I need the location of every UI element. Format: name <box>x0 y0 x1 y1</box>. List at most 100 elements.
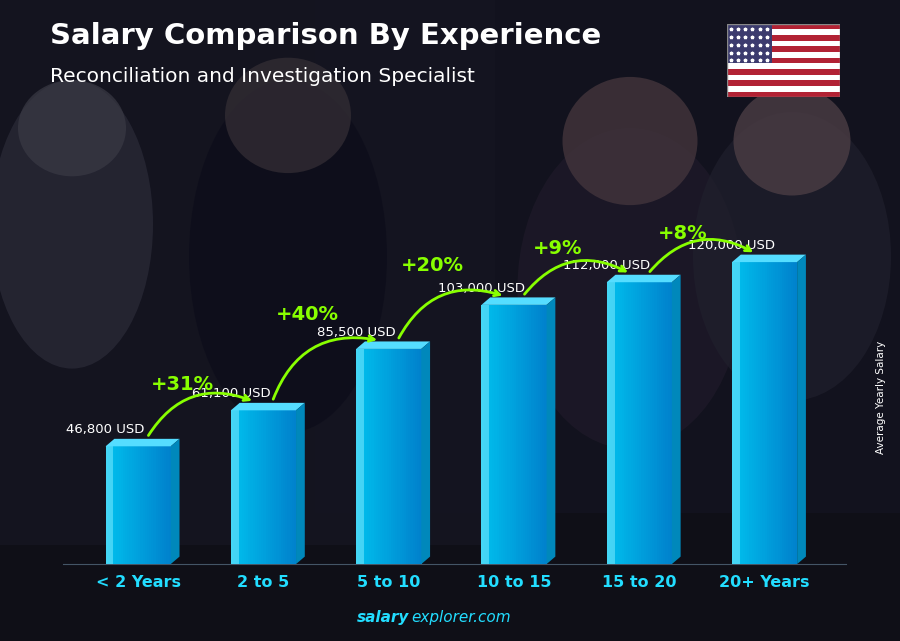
Bar <box>488 305 490 564</box>
Bar <box>235 410 238 564</box>
Bar <box>131 446 134 564</box>
Bar <box>375 349 378 564</box>
Bar <box>525 305 527 564</box>
Bar <box>517 305 518 564</box>
Text: Reconciliation and Investigation Specialist: Reconciliation and Investigation Special… <box>50 67 474 87</box>
Text: Average Yearly Salary: Average Yearly Salary <box>877 341 886 454</box>
Bar <box>292 410 294 564</box>
Bar <box>642 282 643 564</box>
Bar <box>255 410 257 564</box>
Bar <box>745 262 747 564</box>
Bar <box>527 305 529 564</box>
Bar <box>639 282 642 564</box>
Bar <box>281 410 284 564</box>
Text: 103,000 USD: 103,000 USD <box>438 281 525 295</box>
Text: 61,100 USD: 61,100 USD <box>192 387 270 400</box>
Bar <box>231 410 233 564</box>
Bar <box>497 305 500 564</box>
Bar <box>739 262 741 564</box>
Polygon shape <box>482 297 555 305</box>
Bar <box>665 282 668 564</box>
Ellipse shape <box>225 58 351 173</box>
Bar <box>499 305 501 564</box>
Ellipse shape <box>734 87 850 196</box>
Polygon shape <box>296 403 305 564</box>
Bar <box>374 349 376 564</box>
Text: salary: salary <box>357 610 410 625</box>
Bar <box>142 446 145 564</box>
Bar <box>523 305 525 564</box>
Bar <box>727 63 840 69</box>
Bar <box>622 282 625 564</box>
Bar <box>367 349 369 564</box>
Bar <box>663 282 666 564</box>
Bar <box>776 262 778 564</box>
Bar <box>415 349 418 564</box>
Bar <box>779 262 782 564</box>
Text: 46,800 USD: 46,800 USD <box>67 423 145 436</box>
Polygon shape <box>797 254 806 564</box>
Text: +8%: +8% <box>658 224 708 243</box>
Bar <box>509 305 512 564</box>
Text: +20%: +20% <box>401 256 464 276</box>
Polygon shape <box>546 297 555 564</box>
Bar <box>401 349 404 564</box>
Bar <box>790 262 793 564</box>
Bar <box>400 349 402 564</box>
Bar <box>404 349 407 564</box>
Bar <box>116 446 119 564</box>
Bar <box>624 282 626 564</box>
Bar <box>285 410 288 564</box>
Bar <box>369 349 372 564</box>
Bar <box>654 282 657 564</box>
Bar <box>391 349 393 564</box>
Bar <box>119 446 121 564</box>
Bar <box>648 282 651 564</box>
Bar <box>637 282 640 564</box>
Bar <box>661 282 663 564</box>
Bar <box>628 282 631 564</box>
Bar <box>795 262 797 564</box>
Bar <box>727 69 840 75</box>
Bar <box>272 410 274 564</box>
Polygon shape <box>421 342 430 564</box>
Bar <box>607 282 609 564</box>
Bar <box>256 410 259 564</box>
Bar <box>727 75 840 80</box>
Bar <box>293 410 296 564</box>
Bar <box>503 305 506 564</box>
Bar <box>287 410 290 564</box>
Bar <box>358 349 361 564</box>
Bar <box>266 410 268 564</box>
Bar <box>741 262 743 564</box>
Bar <box>760 262 762 564</box>
Bar <box>356 349 358 564</box>
Bar <box>518 305 521 564</box>
Bar <box>156 446 158 564</box>
Bar <box>727 86 840 92</box>
Bar <box>264 410 266 564</box>
Bar <box>727 80 840 86</box>
Bar <box>412 349 415 564</box>
Bar <box>134 446 136 564</box>
Bar <box>231 410 239 564</box>
Bar <box>652 282 654 564</box>
Bar <box>633 282 635 564</box>
Bar <box>378 349 381 564</box>
Bar <box>540 305 543 564</box>
Bar <box>609 282 611 564</box>
Bar <box>727 24 840 29</box>
Bar <box>659 282 662 564</box>
Bar <box>127 446 130 564</box>
Polygon shape <box>672 275 680 564</box>
Polygon shape <box>105 439 179 446</box>
Bar <box>793 262 796 564</box>
Bar <box>108 446 110 564</box>
Bar <box>417 349 419 564</box>
Bar <box>110 446 112 564</box>
Bar <box>616 282 617 564</box>
Bar <box>727 46 840 52</box>
Text: Salary Comparison By Experience: Salary Comparison By Experience <box>50 22 601 51</box>
Bar <box>644 282 646 564</box>
Bar <box>283 410 285 564</box>
